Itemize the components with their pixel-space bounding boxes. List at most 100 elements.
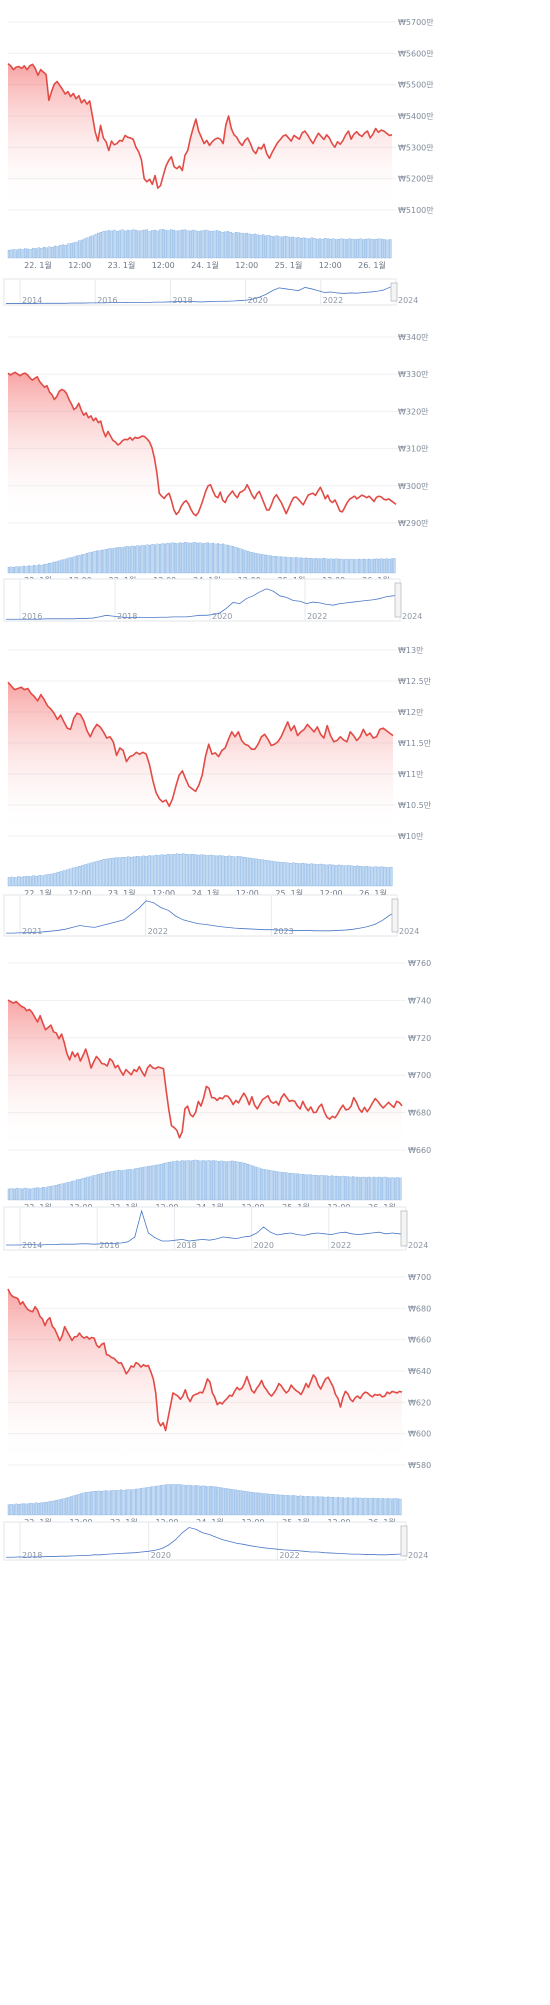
volume-bar [258,859,261,887]
volume-bar [252,1165,255,1201]
volume-bar [130,1489,133,1516]
volume-bar [363,558,366,574]
volume-bar [87,1491,90,1516]
volume-bar [89,1176,92,1201]
y-tick-label: ₩310만 [398,445,429,454]
volume-bar [75,866,78,887]
volume-bar [120,857,124,887]
volume-bar [159,229,162,259]
volume-bar [65,558,68,574]
volume-bar [267,860,271,887]
volume-bar [178,230,181,259]
volume-bar [113,229,116,259]
x-tick-label: 12:00 [152,889,175,898]
volume-bar [172,854,176,887]
volume-bar [191,854,194,887]
navigator-handle [394,582,402,618]
volume-bar [70,557,73,574]
volume-bar [378,238,381,259]
volume-bar [100,1491,103,1516]
volume-bar [126,1169,129,1201]
volume-bar [337,864,341,887]
volume-bar [93,551,96,574]
volume-bar [367,1176,370,1201]
volume-bar [141,1167,144,1201]
volume-bar [129,230,132,259]
volume-bar [389,1498,392,1516]
volume-bar [204,1160,208,1201]
volume-bar [371,866,375,887]
volume-bar [282,1494,285,1516]
volume-bar [48,562,51,574]
volume-bar [78,1179,81,1201]
volume-bar [206,855,210,887]
volume-bar [42,247,46,259]
volume-bar [316,238,319,259]
navigator-year-label: 2016 [22,612,42,621]
volume-bar [126,856,130,887]
volume-bar [249,1491,252,1516]
y-tick-label: ₩700 [408,1273,431,1282]
volume-bar [136,1168,139,1201]
volume-bar [380,866,384,887]
volume-bar [131,545,134,574]
volume-bar [207,230,211,259]
volume-bar [99,232,103,259]
volume-bar [365,559,368,574]
volume-bar [294,1495,297,1516]
volume-bar [138,545,141,574]
volume-bar [350,865,353,887]
volume-bar [342,559,345,574]
y-tick-label: ₩640 [408,1367,431,1376]
volume-bar [321,238,324,259]
volume-bar [121,229,124,259]
volume-bar [92,1491,95,1516]
volume-bar [334,1497,337,1516]
volume-bar [91,235,94,259]
volume-bar [204,1485,207,1516]
x-tick-label: 25. 1월 [275,888,303,898]
volume-bar [231,1160,234,1201]
volume-bar [229,232,232,259]
volume-bar [294,237,297,259]
navigator-line [6,1209,407,1246]
volume-bar [224,231,227,259]
volume-bar [324,238,327,259]
volume-bar [23,1187,26,1201]
navigator-year-label: 2014 [22,1241,42,1250]
volume-bar [270,860,274,887]
volume-bar [110,1171,113,1201]
volume-bar [26,1188,29,1201]
volume-bar [80,554,83,574]
x-tick-label: 12:00 [319,261,342,270]
volume-bar [239,548,242,574]
volume-bar [369,1498,372,1516]
volume-bar [189,1485,192,1516]
volume-bar [70,1496,73,1516]
volume-bar [246,1163,250,1201]
volume-bar [60,559,63,574]
volume-bar [396,1177,399,1201]
y-tick-label: ₩760 [408,959,431,968]
volume-bar [83,1177,87,1201]
volume-bar [58,560,61,574]
volume-bar [32,247,35,259]
volume-bar [97,1174,100,1201]
volume-bar [169,543,172,574]
volume-bar [219,544,222,574]
volume-bar [144,1166,147,1201]
volume-bar [186,542,189,574]
volume-bar [156,543,159,574]
navigator-year-label: 2022 [148,927,168,936]
volume-bar [343,238,346,259]
navigator-year-label: 2018 [172,296,192,305]
volume-bar [313,238,316,259]
volume-bar [304,1496,307,1516]
volume-bar [101,549,104,574]
volume-bar [105,1172,108,1201]
volume-bar [304,863,307,887]
price-area [8,63,392,210]
volume-bar [185,854,188,887]
volume-bar [240,856,243,887]
volume-bar [105,1490,108,1516]
